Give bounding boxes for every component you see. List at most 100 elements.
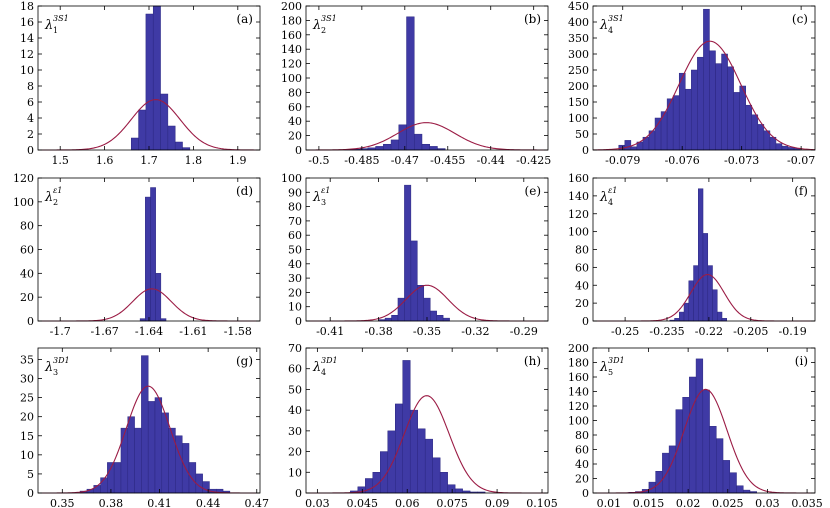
histogram-bar xyxy=(698,188,704,322)
parameter-superscript: 3S1 xyxy=(608,14,624,23)
y-tick-label: 450 xyxy=(568,0,589,13)
histogram-bar xyxy=(429,146,438,151)
panel-label: (f) xyxy=(794,184,808,198)
histogram-bar xyxy=(390,139,400,151)
x-tick-label: 0.01 xyxy=(597,497,622,508)
y-tick-label: 15 xyxy=(20,430,34,443)
panel-label: (e) xyxy=(525,184,541,198)
y-tick-label: 70 xyxy=(288,215,302,228)
histogram-bar xyxy=(742,489,751,494)
y-tick-label: 0 xyxy=(27,144,34,157)
y-tick-label: 350 xyxy=(568,32,589,45)
y-tick-label: 40 xyxy=(288,404,302,417)
histogram-bar xyxy=(130,137,139,151)
x-tick-label: 0.105 xyxy=(526,497,558,508)
histogram-bar xyxy=(155,273,162,322)
y-tick-label: 50 xyxy=(288,244,302,257)
x-tick-label: 1.7 xyxy=(140,154,158,167)
panel-c: -0.079 -0.076 -0.073 -0.07 0 50 100 150 200 250 30… xyxy=(568,0,816,167)
y-tick-label: 60 xyxy=(575,261,589,274)
histogram-bar xyxy=(630,146,638,151)
x-tick-label: 0.44 xyxy=(196,497,221,508)
y-tick-label: 0 xyxy=(582,487,589,500)
y-tick-label: 140 xyxy=(281,43,302,56)
y-tick-label: 400 xyxy=(568,16,589,29)
histogram-bar xyxy=(150,187,156,322)
panel-label: (c) xyxy=(792,12,808,26)
histogram-bar xyxy=(168,427,176,494)
histogram-bar xyxy=(454,488,463,494)
y-tick-label: 50 xyxy=(288,383,302,396)
parameter-subscript: 4 xyxy=(608,198,613,207)
y-tick-label: 60 xyxy=(288,229,302,242)
parameter-symbol: λ xyxy=(312,190,321,205)
y-tick-label: 10 xyxy=(20,449,34,462)
histogram-bar xyxy=(141,355,149,494)
panel-g: 0.35 0.38 0.41 0.44 0.47 0 5 10 15 20 25 30 35 (g) λ 3 3… xyxy=(20,347,270,508)
histogram-bar xyxy=(688,280,694,322)
histogram-bar xyxy=(757,124,765,151)
y-tick-label: 90 xyxy=(288,186,302,199)
x-tick-label: -0.44 xyxy=(477,154,505,167)
y-tick-label: 25 xyxy=(20,392,34,405)
x-tick-label: -0.485 xyxy=(344,154,379,167)
y-tick-label: 6 xyxy=(27,96,34,109)
x-tick-label: -0.41 xyxy=(316,325,344,338)
histogram-bar xyxy=(648,481,656,494)
histogram-bar xyxy=(442,317,450,322)
parameter-superscript: 3S1 xyxy=(53,14,69,23)
x-tick-label: -0.32 xyxy=(461,325,489,338)
y-tick-label: 120 xyxy=(568,400,589,413)
y-tick-label: 40 xyxy=(575,279,589,292)
parameter-symbol: λ xyxy=(44,360,53,375)
x-tick-label: 0.35 xyxy=(50,497,75,508)
y-tick-label: 100 xyxy=(281,172,302,185)
parameter-superscript: ε1 xyxy=(608,186,617,195)
y-tick-label: 70 xyxy=(288,342,302,355)
y-tick-label: 0 xyxy=(295,487,302,500)
x-tick-label: -0.235 xyxy=(649,325,684,338)
y-tick-label: 0 xyxy=(295,315,302,328)
histogram-bar xyxy=(717,311,723,322)
parameter-superscript: 3D1 xyxy=(321,356,338,365)
y-tick-label: 20 xyxy=(288,446,302,459)
histogram-bar xyxy=(387,430,396,494)
parameter-superscript: ε1 xyxy=(53,186,62,195)
x-tick-label: 0.03 xyxy=(755,497,780,508)
y-tick-label: 140 xyxy=(568,386,589,399)
plot-frame xyxy=(305,5,549,151)
panel-label: (d) xyxy=(236,184,253,198)
histogram-bar xyxy=(722,460,731,494)
x-tick-label: -0.47 xyxy=(391,154,419,167)
x-tick-label: -0.076 xyxy=(665,154,700,167)
histogram-bar xyxy=(188,462,197,494)
y-tick-label: 40 xyxy=(575,458,589,471)
histogram-bar xyxy=(678,72,686,151)
parameter-subscript: 2 xyxy=(53,198,58,207)
panel-label: (i) xyxy=(795,354,808,368)
histogram-bar xyxy=(683,302,690,322)
y-tick-label: 0 xyxy=(27,487,34,500)
y-tick-label: 100 xyxy=(13,196,34,209)
histogram-bar xyxy=(721,53,728,151)
y-tick-label: 18 xyxy=(20,0,34,13)
parameter-subscript: 3 xyxy=(321,198,326,207)
histogram-bar xyxy=(375,146,384,151)
histogram-bar xyxy=(113,462,122,494)
y-tick-label: 20 xyxy=(288,286,302,299)
y-tick-label: 60 xyxy=(20,244,34,257)
histogram-bar xyxy=(175,435,183,494)
parameter-superscript: 3S1 xyxy=(321,14,337,23)
x-tick-label: -0.22 xyxy=(695,325,723,338)
x-tick-label: 0.47 xyxy=(245,497,270,508)
y-tick-label: 160 xyxy=(568,172,589,185)
panel-label: (b) xyxy=(524,12,541,26)
histogram-bar xyxy=(424,438,433,494)
histogram-bar xyxy=(439,472,448,494)
y-tick-label: 160 xyxy=(568,371,589,384)
histogram-bar xyxy=(739,85,746,151)
y-tick-label: 200 xyxy=(568,80,589,93)
histogram-bar xyxy=(691,69,698,151)
y-tick-label: 50 xyxy=(575,128,589,141)
